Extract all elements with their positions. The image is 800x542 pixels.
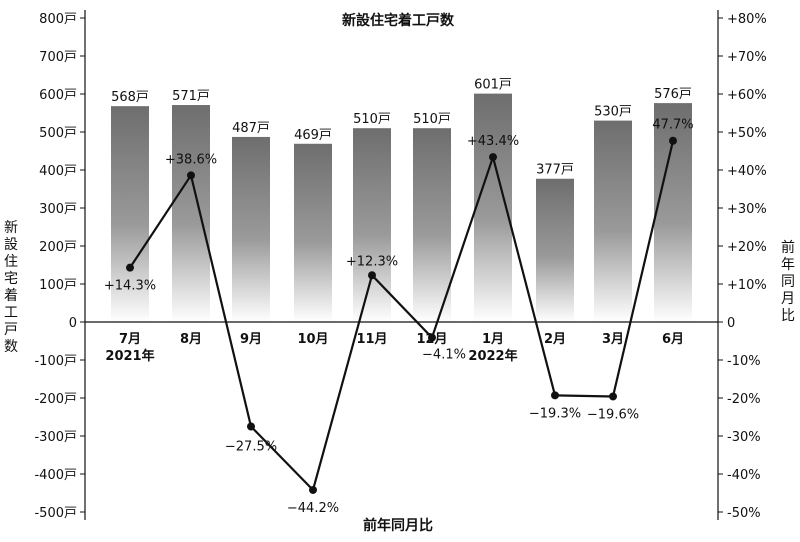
right-tick-label-5: +30%	[727, 202, 767, 217]
bar-4	[353, 128, 391, 322]
left-tick-label-5: 300戸	[39, 202, 77, 217]
yoy-label-6: +43.4%	[467, 134, 519, 149]
bar-label-8: 530戸	[594, 105, 632, 120]
bar-5	[413, 128, 451, 322]
left-tick-label-11: -300戸	[34, 430, 77, 445]
category-label-6: 1月	[482, 332, 504, 347]
right-tick-label-3: +50%	[727, 126, 767, 141]
bar-8	[594, 120, 632, 322]
category-label-2: 9月	[240, 332, 262, 347]
left-tick-label-9: -100戸	[34, 354, 77, 369]
left-tick-label-7: 100戸	[39, 278, 77, 293]
bar-label-9: 576戸	[654, 87, 692, 102]
category-label-8: 3月	[602, 332, 624, 347]
yoy-label-7: −19.3%	[529, 406, 581, 421]
yoy-point-4	[368, 271, 376, 280]
left-tick-label-13: -500戸	[34, 506, 77, 521]
left-tick-label-8: 0	[69, 316, 77, 331]
right-tick-label-4: +40%	[727, 164, 767, 179]
bar-label-1: 571戸	[172, 89, 210, 104]
yoy-point-8	[609, 392, 617, 401]
bar-label-7: 377戸	[536, 163, 574, 178]
yoy-point-5	[428, 333, 436, 342]
bar-2	[232, 136, 270, 322]
right-tick-label-1: +70%	[727, 50, 767, 65]
category-label-4: 11月	[356, 332, 387, 347]
labels-group: 568戸 571戸 487戸 469戸 510戸 510戸 601戸 377戸 530戸 576戸…	[104, 78, 694, 516]
bars-group	[111, 93, 692, 323]
right-tick-label-7: +10%	[727, 278, 767, 293]
left-tick-label-12: -400戸	[34, 468, 77, 483]
yoy-point-1	[187, 171, 195, 180]
left-tick-label-3: 500戸	[39, 126, 77, 141]
yoy-point-6	[489, 153, 497, 162]
yoy-point-3	[309, 485, 317, 494]
left-tick-label-6: 200戸	[39, 240, 77, 255]
bar-0	[111, 106, 149, 322]
bar-label-5: 510戸	[413, 112, 451, 127]
bar-1	[172, 105, 210, 323]
right-tick-label-9: -10%	[727, 354, 761, 369]
right-tick-label-12: -40%	[727, 468, 761, 483]
bar-label-2: 487戸	[232, 121, 270, 136]
right-tick-label-10: -20%	[727, 392, 761, 407]
chart-title: 新設住宅着工戸数	[342, 12, 455, 29]
right-tick-label-2: +60%	[727, 88, 767, 103]
yoy-point-9	[669, 136, 677, 145]
category-label-7: 2月	[544, 332, 566, 347]
yoy-point-7	[551, 391, 559, 400]
yoy-label-9: 47.7%	[652, 118, 693, 133]
bar-label-3: 469戸	[294, 128, 332, 143]
left-tick-label-10: -200戸	[34, 392, 77, 407]
yoy-label-4: +12.3%	[346, 254, 398, 269]
yoy-line	[129, 140, 675, 492]
bar-label-6: 601戸	[474, 78, 512, 93]
left-tick-label-2: 600戸	[39, 88, 77, 103]
bar-9	[654, 103, 692, 323]
yoy-label-1: +38.6%	[165, 152, 217, 167]
axes-group: 800戸 700戸 600戸 500戸 400戸 300戸 200戸 100戸 0 -100戸 -2…	[4, 10, 795, 521]
category-label-9: 6月	[662, 332, 684, 347]
yoy-label-5: −4.1%	[422, 348, 466, 363]
bar-label-4: 510戸	[353, 112, 391, 127]
left-tick-label-1: 700戸	[39, 50, 77, 65]
right-tick-label-6: +20%	[727, 240, 767, 255]
left-tick-label-0: 800戸	[39, 12, 77, 27]
year-label-0: 2021年	[105, 348, 154, 364]
left-axis-label: 新設住宅着工戸数	[4, 220, 18, 355]
right-tick-label-13: -50%	[727, 506, 761, 521]
yoy-label-3: −44.2%	[287, 501, 339, 516]
bar-label-0: 568戸	[111, 90, 149, 105]
category-label-1: 8月	[180, 332, 202, 347]
bar-7	[536, 178, 574, 322]
right-axis-label: 前年同月比	[781, 239, 795, 324]
category-label-0: 7月	[119, 332, 141, 347]
left-tick-label-4: 400戸	[39, 164, 77, 179]
right-tick-label-8: 0	[727, 316, 735, 331]
yoy-label-8: −19.6%	[587, 407, 639, 422]
right-tick-label-0: +80%	[727, 12, 767, 27]
category-label-3: 10月	[297, 332, 328, 347]
yoy-label-0: +14.3%	[104, 279, 156, 294]
x-axis-label: 前年同月比	[363, 517, 433, 534]
line-group	[126, 136, 677, 494]
right-tick-label-11: -30%	[727, 430, 761, 445]
yoy-point-0	[126, 263, 134, 272]
bar-3	[294, 143, 332, 322]
yoy-label-2: −27.5%	[225, 440, 277, 455]
yoy-point-2	[247, 422, 255, 431]
year-label-1: 2022年	[468, 348, 517, 364]
